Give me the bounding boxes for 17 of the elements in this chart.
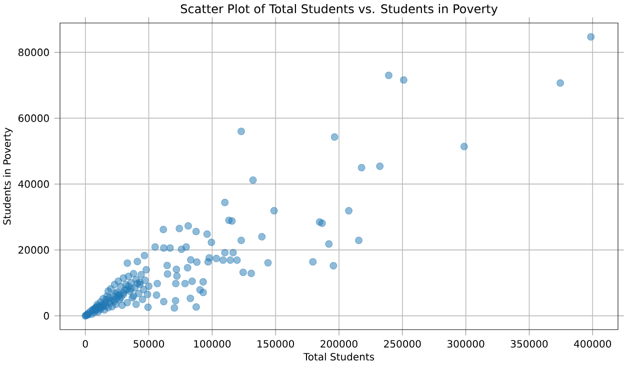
x-tick-label: 0 (82, 340, 88, 348)
x-tick-label: 400000 (574, 340, 612, 348)
x-tick-label: 250000 (384, 340, 421, 348)
x-tick-label: 100000 (194, 340, 231, 348)
x-axis-title: Total Students (303, 352, 374, 361)
y-tick-label: 80000 (18, 48, 49, 56)
x-tick-label: 150000 (258, 340, 294, 348)
y-tick-label: 40000 (18, 180, 49, 188)
y-tick-label: 0 (44, 312, 49, 320)
y-tick-label: 60000 (18, 114, 49, 122)
chart-title: Scatter Plot of Total Students vs. Students in Poverty (180, 4, 498, 16)
x-tick-label: 200000 (320, 340, 358, 348)
y-tick-label: 20000 (18, 246, 49, 254)
x-tick-label: 350000 (510, 340, 548, 348)
x-tick-label: 50000 (134, 340, 164, 348)
x-tick-label: 300000 (447, 340, 484, 348)
y-axis-title: Students in Poverty (2, 128, 13, 225)
